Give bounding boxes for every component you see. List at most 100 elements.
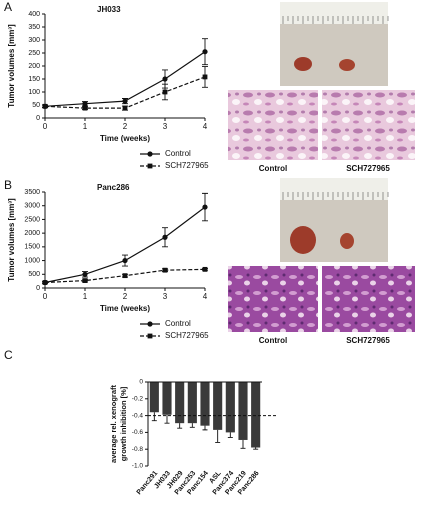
x-tick-label: 0: [43, 292, 48, 301]
y-tick-label: -0.6: [132, 429, 144, 436]
data-point: [122, 257, 128, 264]
y-tick-label: 0: [139, 379, 143, 386]
y-tick-label: 3000: [24, 203, 40, 210]
data-point: [202, 49, 208, 55]
panel-letter: A: [4, 0, 12, 14]
x-axis-label: Time (weeks): [100, 304, 150, 313]
image-label: SCH727965: [346, 164, 390, 173]
data-point: [162, 234, 168, 240]
y-tick-label: -0.8: [132, 446, 144, 453]
error-bar: [151, 412, 157, 422]
error-bar: [189, 423, 195, 428]
image-panel: Control SCH727965: [228, 178, 415, 345]
legend-marker: [147, 151, 153, 157]
error-bar: [177, 423, 183, 429]
bar: [187, 382, 197, 424]
histology-image: [322, 266, 415, 332]
y-tick-label: 2500: [24, 216, 40, 223]
y-axis-label: average rel. xenograft: [109, 385, 118, 463]
x-tick-label: 3: [163, 292, 168, 301]
error-bar: [253, 447, 259, 450]
data-point: [42, 280, 48, 285]
y-tick-label: 350: [28, 24, 40, 31]
y-tick-label: 500: [28, 271, 40, 278]
y-tick-label: 1000: [24, 257, 40, 264]
bar: [251, 382, 261, 448]
bar: [175, 382, 185, 424]
ruler: [280, 178, 388, 200]
y-tick-label: 0: [36, 115, 40, 122]
error-bar: [202, 425, 208, 431]
data-point: [162, 76, 168, 82]
legend-label: Control: [165, 149, 191, 158]
data-point: [202, 266, 208, 272]
image-label: SCH727965: [346, 336, 390, 345]
data-point: [162, 89, 168, 95]
y-tick-label: 400: [28, 11, 40, 18]
histology-image: [322, 90, 415, 160]
legend-label: Control: [165, 319, 191, 328]
histology-image: [228, 266, 318, 332]
tumor: [290, 226, 316, 254]
ruler: [280, 2, 388, 24]
data-point: [202, 74, 208, 80]
data-point: [162, 267, 168, 273]
y-tick-label: 150: [28, 76, 40, 83]
x-tick-label: 2: [123, 122, 128, 131]
chart-title: JH033: [97, 5, 121, 14]
bar: [225, 382, 235, 433]
error-bar: [240, 439, 246, 449]
data-point: [122, 105, 128, 111]
y-tick-label: 3500: [24, 189, 40, 196]
y-tick-label: 2000: [24, 230, 40, 237]
image-label: Control: [259, 336, 287, 345]
x-tick-label: 2: [123, 292, 128, 301]
legend-marker: [147, 333, 153, 339]
x-tick-label: 4: [203, 122, 208, 131]
x-tick-label: 4: [203, 292, 208, 301]
x-tick-label: 1: [83, 292, 88, 301]
error-bar: [227, 432, 233, 438]
panel-letter: C: [4, 348, 13, 362]
y-tick-label: -1.0: [132, 463, 144, 470]
data-point: [42, 103, 48, 109]
bar: [200, 382, 210, 426]
image-label: Control: [259, 164, 287, 173]
series-line: [44, 206, 206, 284]
x-tick-label: 3: [163, 122, 168, 131]
data-point: [82, 278, 88, 283]
y-axis-label: Tumor volumes [mm³]: [7, 24, 16, 108]
histology-image: [228, 90, 318, 160]
tumor: [294, 57, 312, 71]
data-point: [82, 105, 88, 111]
tumor: [340, 233, 354, 249]
x-tick-label: 1: [83, 122, 88, 131]
data-point: [122, 98, 128, 104]
y-tick-label: 100: [28, 89, 40, 96]
panel-letter: B: [4, 178, 12, 192]
chart-title: Panc286: [97, 183, 130, 192]
y-tick-label: 300: [28, 37, 40, 44]
legend-label: SCH727965: [165, 331, 209, 340]
y-tick-label: -0.4: [132, 412, 144, 419]
bar: [213, 382, 223, 430]
y-tick-label: -0.2: [132, 396, 144, 403]
y-tick-label: 0: [36, 285, 40, 292]
y-tick-label: 250: [28, 50, 40, 57]
tumor: [339, 59, 355, 71]
error-bar: [164, 414, 170, 424]
error-bar: [215, 429, 221, 443]
data-point: [82, 101, 88, 107]
x-tick-label: 0: [43, 122, 48, 131]
bar: [238, 382, 248, 440]
data-point: [122, 273, 128, 279]
bar: [149, 382, 159, 413]
x-axis-label: Time (weeks): [100, 134, 150, 143]
legend-marker: [147, 163, 153, 169]
y-tick-label: 50: [32, 102, 40, 109]
image-panel: Control SCH727965: [228, 2, 415, 173]
y-tick-label: 1500: [24, 244, 40, 251]
y-axis-label: growth inhibition [%]: [119, 386, 128, 461]
